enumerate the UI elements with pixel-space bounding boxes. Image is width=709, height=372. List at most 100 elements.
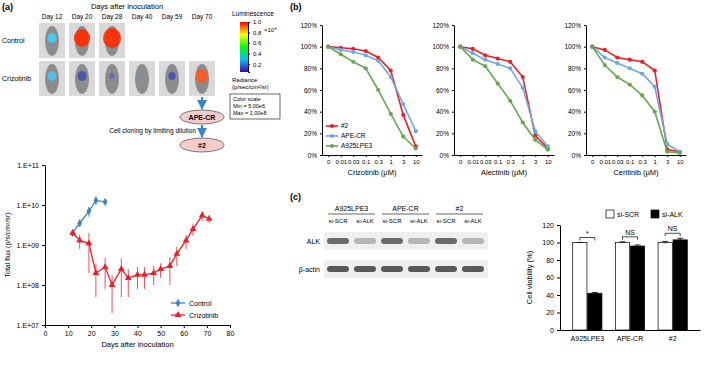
legend-label: #2: [341, 122, 349, 129]
series-marker: [603, 48, 607, 52]
series-marker: [134, 271, 141, 277]
series-marker: [351, 50, 355, 54]
blot-band: [381, 238, 403, 244]
scale-box-text: Max = 1.00e8: [233, 110, 266, 116]
series-marker: [339, 52, 343, 56]
y-tick-label: 20%: [304, 130, 317, 137]
bar: [673, 240, 687, 330]
y-tick-label: 80: [546, 257, 554, 264]
legend-label: Crizotinib: [189, 312, 218, 319]
x-tick: 30: [111, 325, 119, 337]
dish-label: #2: [198, 142, 206, 149]
lane-label: si-ALK: [356, 218, 374, 224]
error-cap: [634, 244, 640, 245]
y-tick: 80%: [436, 65, 454, 72]
y-axis-title: Total flux (p/s/cm²/sr): [4, 213, 12, 278]
y-tick-label: 80%: [436, 65, 449, 72]
blot-band: [327, 238, 349, 244]
protein-label: ALK: [307, 238, 321, 245]
y-tick-mark: [320, 68, 322, 69]
y-tick: 40: [546, 292, 560, 299]
x-tick: 1: [522, 155, 526, 165]
y-tick-label: 60%: [304, 87, 317, 94]
x-axis: A925LPE3APE-CR#2: [561, 330, 701, 342]
error-bar: [144, 267, 145, 289]
x-tick: 10: [677, 155, 684, 165]
scale-box-text: Min = 5.00e6: [233, 103, 265, 109]
cell-line-underline: [328, 214, 375, 215]
y-tick-mark: [557, 225, 560, 226]
blot-band: [435, 266, 457, 272]
y-tick: 60%: [436, 87, 454, 94]
y-tick: 20%: [568, 130, 586, 137]
mouse-body: [45, 26, 59, 56]
series-marker: [496, 56, 500, 60]
day-label: Day 59: [162, 13, 183, 21]
y-tick: 80: [546, 257, 560, 264]
x-tick-label: 0.1: [626, 159, 635, 165]
x-tick: 3: [534, 155, 538, 165]
y-tick-label: 40%: [436, 108, 449, 115]
bar-chart: A925LPE3APE-CR#2020406080100120*NSNSCell…: [525, 210, 701, 342]
x-tick-mark: [230, 325, 231, 328]
series-marker: [173, 250, 180, 256]
series-marker: [102, 263, 109, 269]
x-tick: 10: [65, 325, 73, 337]
y-domain: [45, 166, 46, 326]
x-tick-label: 3: [402, 159, 406, 165]
series-marker: [590, 45, 594, 49]
x-tick-label: 0.03: [612, 159, 624, 165]
series-marker: [458, 45, 462, 49]
series-line: [592, 47, 680, 152]
bar: [573, 243, 587, 331]
x-tick: 60: [180, 325, 188, 337]
x-tick-mark: [391, 155, 392, 157]
y-tick: 100%: [564, 43, 586, 50]
series-marker: [628, 58, 632, 62]
significance-label: *: [586, 230, 589, 237]
y-axis: 0%20%40%60%80%100%120%: [564, 22, 586, 159]
legend-label: A925LPE3: [341, 142, 372, 149]
series-marker: [109, 281, 116, 287]
x-tick-label: 10: [545, 159, 552, 165]
series-marker: [665, 150, 669, 154]
series-marker: [401, 113, 405, 117]
scale-box: [230, 94, 280, 119]
panel-label: (b): [290, 2, 302, 12]
y-tick-label: 80%: [304, 65, 317, 72]
flow-arrow: [201, 125, 203, 137]
series-marker: [546, 147, 550, 151]
colorbar-unit: (p/sec/cm²/sr): [232, 84, 269, 90]
x-tick-label: 0: [591, 159, 595, 165]
series-line: [328, 47, 416, 131]
blot-band: [408, 266, 430, 272]
y-tick-mark: [584, 112, 586, 113]
y-tick-mark: [452, 133, 454, 134]
x-tick: 10: [413, 155, 420, 165]
dish: [180, 138, 224, 152]
error-bar: [105, 258, 106, 289]
y-tick-mark: [42, 165, 45, 166]
x-tick-mark: [523, 155, 524, 157]
y-tick-label: 40%: [304, 108, 317, 115]
day-label: Day 28: [102, 13, 123, 21]
x-axis: 00.010.030.10.31310: [323, 155, 423, 165]
y-tick: 1.E+11: [17, 162, 45, 169]
series-line: [73, 215, 209, 285]
series-marker: [326, 45, 330, 49]
y-tick-label: 60%: [436, 87, 449, 94]
y-tick: 0%: [308, 152, 322, 159]
series-line: [328, 47, 416, 147]
mouse-frame: [39, 23, 65, 58]
mouse-frame: [69, 23, 95, 58]
x-tick: 10: [545, 155, 552, 165]
x-tick-mark: [378, 155, 379, 157]
x-tick: 0: [327, 155, 331, 165]
y-tick-mark: [42, 325, 45, 326]
imaging-panel: Days after inoculationDay 12Day 20Day 28…: [2, 2, 215, 96]
series-marker: [389, 112, 393, 116]
y-tick-label: 100%: [564, 43, 581, 50]
day-label: Day 40: [132, 13, 153, 21]
y-tick-label: 100%: [300, 43, 317, 50]
series-marker: [401, 102, 405, 106]
